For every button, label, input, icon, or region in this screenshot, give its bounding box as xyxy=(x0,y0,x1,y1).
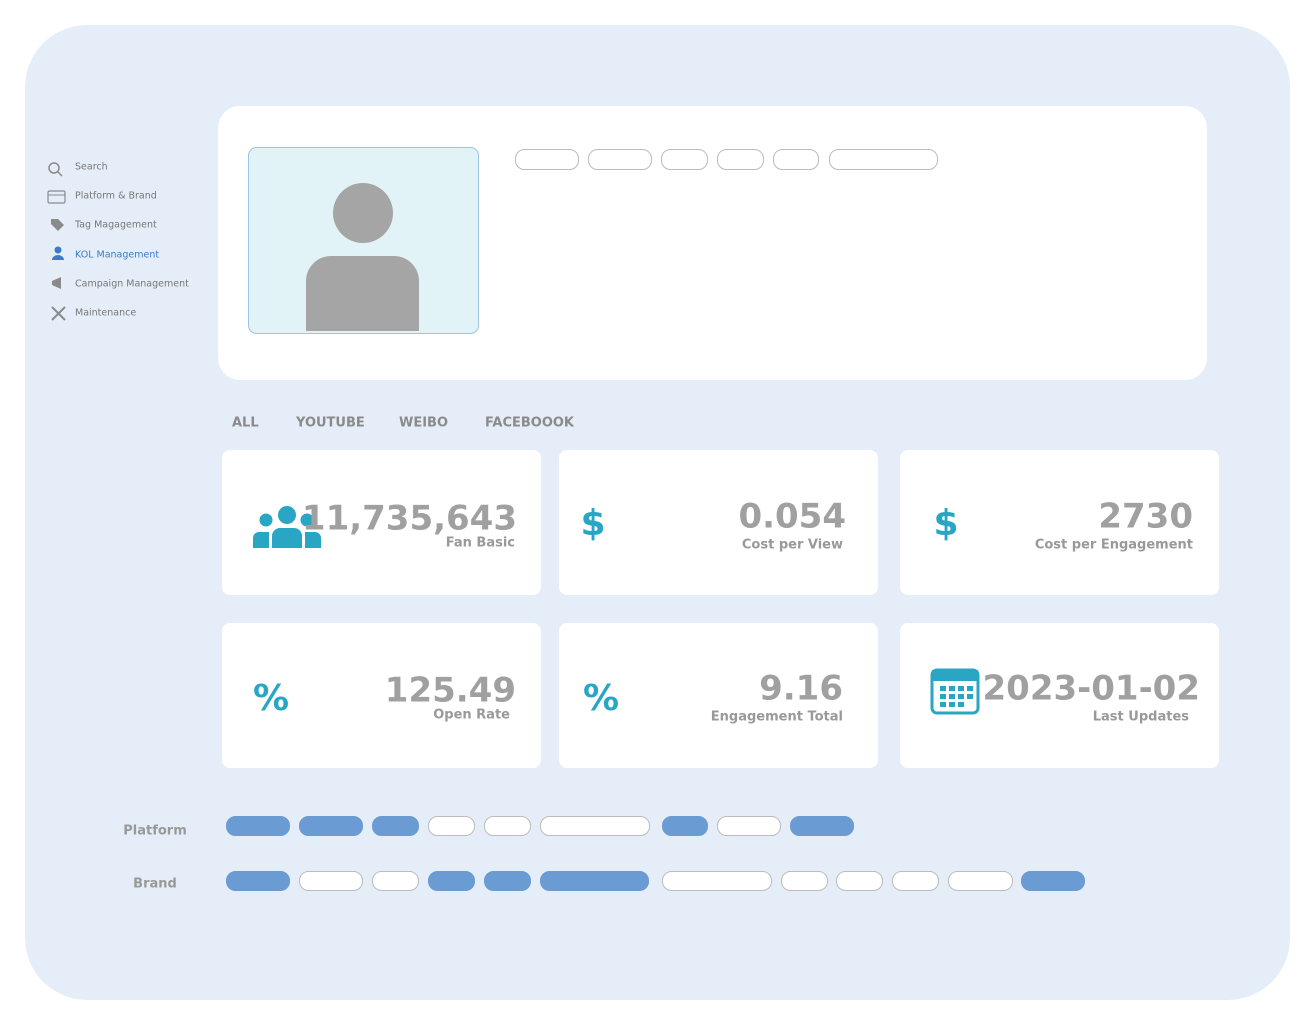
stat-value: 125.49 xyxy=(385,671,516,711)
nav-item[interactable]: Tag Magagement xyxy=(74,220,157,231)
stat-icons: $ $ % % xyxy=(253,503,980,719)
tag-pill[interactable] xyxy=(588,149,652,170)
stat-label: Cost per Engagement xyxy=(1035,538,1193,553)
platform-pill[interactable] xyxy=(717,816,781,836)
stat-label: Engagement Total xyxy=(711,710,843,725)
stat-value: 9.16 xyxy=(759,669,843,709)
brand-pill[interactable] xyxy=(892,871,939,891)
brand-pill[interactable] xyxy=(226,871,290,891)
tag-pill[interactable] xyxy=(829,149,938,170)
svg-text:%: % xyxy=(253,678,289,719)
filter-label: Platform xyxy=(123,824,187,839)
stat-value: 2023-01-02 xyxy=(983,669,1200,709)
tag-pill[interactable] xyxy=(717,149,764,170)
stat-label: Open Rate xyxy=(433,708,510,723)
tag-pill[interactable] xyxy=(773,149,819,170)
stat-label: Fan Basic xyxy=(446,536,515,551)
tag-pills xyxy=(515,149,938,170)
filter-label: Brand xyxy=(133,877,177,892)
platform-pill[interactable] xyxy=(299,816,363,836)
nav-item[interactable]: Search xyxy=(75,162,108,173)
platform-pill[interactable] xyxy=(540,816,650,836)
stat-value: 11,735,643 xyxy=(302,499,517,539)
brand-pill[interactable] xyxy=(1021,871,1085,891)
stat-value: 0.054 xyxy=(738,497,846,537)
filter-pills xyxy=(226,816,1085,891)
avatar xyxy=(306,183,419,331)
svg-text:%: % xyxy=(583,678,619,719)
brand-pill[interactable] xyxy=(781,871,828,891)
brand-pill[interactable] xyxy=(428,871,475,891)
brand-pill[interactable] xyxy=(662,871,772,891)
svg-text:$: $ xyxy=(580,503,605,544)
stat-cards xyxy=(222,450,1219,768)
brand-pill[interactable] xyxy=(484,871,531,891)
tab[interactable]: YOUTUBE xyxy=(295,416,365,431)
platform-pill[interactable] xyxy=(372,816,419,836)
sidebar-icons xyxy=(47,162,66,321)
brand-pill[interactable] xyxy=(540,871,649,891)
tab[interactable]: FACEBOOOK xyxy=(485,416,575,431)
platform-pill[interactable] xyxy=(226,816,290,836)
nav-item[interactable]: Campaign Management xyxy=(75,279,189,290)
brand-pill[interactable] xyxy=(948,871,1013,891)
platform-pill[interactable] xyxy=(428,816,475,836)
svg-text:$: $ xyxy=(933,503,958,544)
stat-value: 2730 xyxy=(1098,497,1193,537)
tag-pill[interactable] xyxy=(515,149,579,170)
brand-pill[interactable] xyxy=(299,871,363,891)
tab[interactable]: WEIBO xyxy=(399,416,448,431)
tag-pill[interactable] xyxy=(661,149,708,170)
brand-pill[interactable] xyxy=(372,871,419,891)
platform-pill[interactable] xyxy=(662,816,708,836)
brand-pill[interactable] xyxy=(836,871,883,891)
nav-item[interactable]: Platform & Brand xyxy=(75,191,157,202)
nav-item[interactable]: Maintenance xyxy=(75,308,136,319)
nav-item-active[interactable]: KOL Management xyxy=(75,250,159,261)
stat-label: Cost per View xyxy=(742,538,843,553)
platform-pill[interactable] xyxy=(790,816,854,836)
platform-pill[interactable] xyxy=(484,816,531,836)
stat-label: Last Updates xyxy=(1093,710,1190,725)
tab[interactable]: ALL xyxy=(232,416,259,431)
